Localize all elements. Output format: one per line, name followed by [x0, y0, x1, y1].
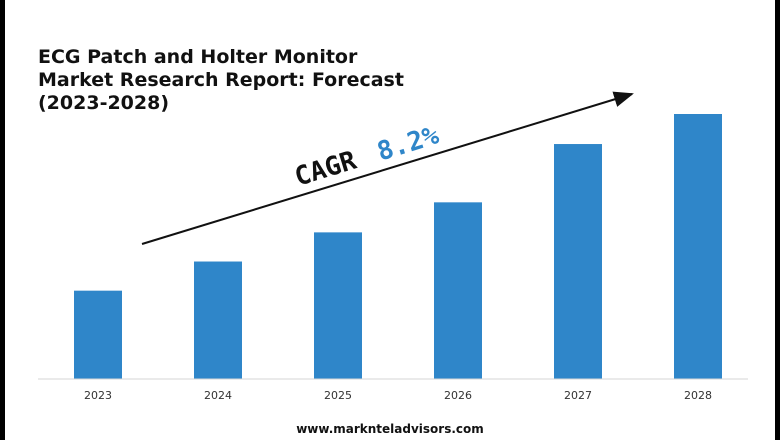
cagr-label: CAGR: [291, 146, 360, 193]
x-tick-2027: 2027: [564, 389, 592, 402]
x-tick-2028: 2028: [684, 389, 712, 402]
footer-url: www.marknteladvisors.com: [296, 422, 484, 436]
bar-2026: [434, 202, 482, 379]
bar-2028: [674, 114, 722, 379]
bar-2027: [554, 144, 602, 379]
x-tick-2025: 2025: [324, 389, 352, 402]
bar-2024: [194, 261, 242, 379]
x-tick-2023: 2023: [84, 389, 112, 402]
bar-2023: [74, 290, 122, 379]
cagr-trend-arrow: [141, 91, 634, 245]
footer-band: www.marknteladvisors.com: [0, 418, 780, 440]
cagr-value: 8.2%: [374, 120, 443, 167]
bar-2025: [314, 232, 362, 379]
cagr-annotation: CAGR 8.2%: [291, 120, 442, 192]
chart-title: ECG Patch and Holter Monitor Market Rese…: [38, 46, 404, 114]
x-tick-labels: 2023 2024 2025 2026 2027 2028: [84, 389, 712, 402]
footer-bar: www.marknteladvisors.com: [5, 418, 775, 440]
bars-group: [74, 114, 722, 379]
x-tick-2026: 2026: [444, 389, 472, 402]
x-tick-2024: 2024: [204, 389, 232, 402]
